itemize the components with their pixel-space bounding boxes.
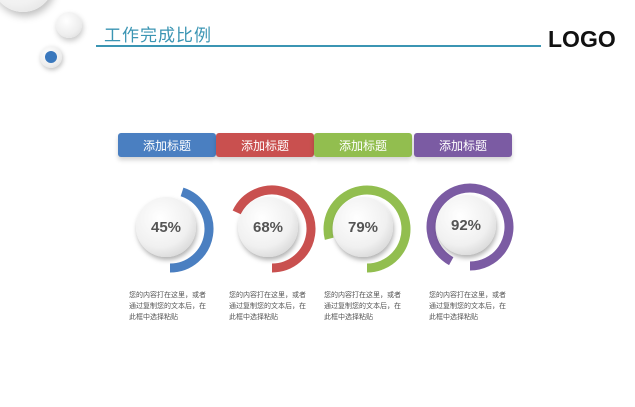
progress-arc: [169, 187, 214, 273]
logo: LOGO: [548, 26, 616, 52]
ring-graphic: [232, 185, 316, 273]
tab-title-4[interactable]: 添加标题: [414, 133, 512, 157]
progress-ring-2: 68%: [227, 184, 317, 274]
progress-ring-3: 79%: [322, 184, 412, 274]
description-4: 您的内容打在这里，或者 通过复制您的文本后，在 此框中选择粘贴: [429, 290, 524, 323]
progress-arc: [232, 185, 316, 273]
description-3: 您的内容打在这里，或者 通过复制您的文本后，在 此框中选择粘贴: [324, 290, 419, 323]
ring-graphic: [136, 187, 214, 273]
progress-arc: [426, 183, 514, 271]
desc-line: 您的内容打在这里，或者: [129, 291, 206, 299]
tab-title-1[interactable]: 添加标题: [118, 133, 216, 157]
desc-line: 通过复制您的文本后，在: [229, 302, 306, 310]
desc-line: 通过复制您的文本后，在: [429, 302, 506, 310]
progress-arc: [323, 185, 411, 273]
decor-circle-large: [0, 0, 54, 12]
desc-line: 此框中选择粘贴: [324, 313, 373, 321]
tab-title-2[interactable]: 添加标题: [216, 133, 314, 157]
page-title: 工作完成比例: [104, 26, 212, 46]
desc-line: 您的内容打在这里，或者: [429, 291, 506, 299]
ring-graphic: [323, 185, 411, 273]
description-1: 您的内容打在这里，或者 通过复制您的文本后，在 此框中选择粘贴: [129, 290, 224, 323]
desc-line: 您的内容打在这里，或者: [229, 291, 306, 299]
ring-graphic: [426, 183, 514, 271]
desc-line: 您的内容打在这里，或者: [324, 291, 401, 299]
percent-label: 79%: [347, 218, 379, 236]
percent-label: 92%: [450, 216, 482, 234]
title-underline: [96, 45, 541, 47]
desc-line: 此框中选择粘贴: [129, 313, 178, 321]
desc-line: 通过复制您的文本后，在: [129, 302, 206, 310]
progress-ring-4: 92%: [425, 182, 515, 272]
percent-label: 45%: [150, 218, 182, 236]
percent-label: 68%: [252, 218, 284, 236]
desc-line: 此框中选择粘贴: [429, 313, 478, 321]
ring-center-disc: [238, 197, 298, 257]
ring-center-disc: [136, 197, 196, 257]
decor-circle-small: [40, 46, 62, 68]
description-2: 您的内容打在这里，或者 通过复制您的文本后，在 此框中选择粘贴: [229, 290, 324, 323]
progress-ring-1: 45%: [125, 184, 215, 274]
ring-center-disc: [436, 195, 496, 255]
desc-line: 此框中选择粘贴: [229, 313, 278, 321]
desc-line: 通过复制您的文本后，在: [324, 302, 401, 310]
tab-title-3[interactable]: 添加标题: [314, 133, 412, 157]
ring-center-disc: [333, 197, 393, 257]
decor-circle-medium: [56, 12, 82, 38]
